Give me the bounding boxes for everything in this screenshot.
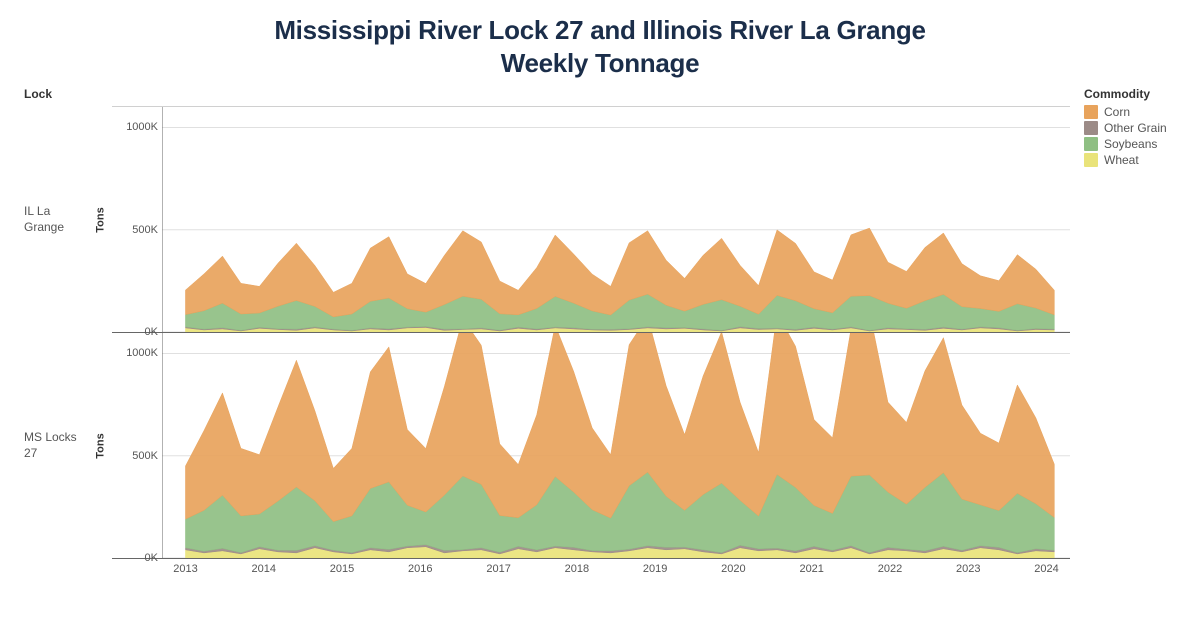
legend-title: Commodity xyxy=(1084,87,1180,101)
legend-swatch xyxy=(1084,153,1098,167)
xtick-label: 2022 xyxy=(878,563,902,575)
yaxis-title-1: Tons xyxy=(90,333,112,559)
title-line-1: Mississippi River Lock 27 and Illinois R… xyxy=(274,15,925,45)
legend-item-soybeans[interactable]: Soybeans xyxy=(1084,137,1180,151)
xtick-label: 2017 xyxy=(486,563,510,575)
xaxis: 2013 2014 2015 2016 2017 2018 2019 2020 2021 2022… xyxy=(162,559,1070,585)
row-header: Lock xyxy=(20,87,90,107)
yaxis-ticks-1: 0K500K1000K xyxy=(112,333,158,558)
yaxis-ticks-0: 0K500K1000K xyxy=(112,107,158,332)
legend-swatch xyxy=(1084,137,1098,151)
legend-item-other-grain[interactable]: Other Grain xyxy=(1084,121,1180,135)
xtick-label: 2015 xyxy=(330,563,354,575)
legend-label: Wheat xyxy=(1104,153,1139,167)
xtick-label: 2023 xyxy=(956,563,980,575)
legend-swatch xyxy=(1084,121,1098,135)
xtick-label: 2016 xyxy=(408,563,432,575)
title-line-2: Weekly Tonnage xyxy=(501,48,700,78)
yaxis-title-col: Tons Tons xyxy=(90,87,112,585)
chart-container: Mississippi River Lock 27 and Illinois R… xyxy=(0,0,1200,627)
plot-column: 0K500K1000K 0K500K1000K 2013201420152016… xyxy=(112,87,1070,585)
panel-il-la-grange: 0K500K1000K xyxy=(112,107,1070,333)
xtick-label: 2014 xyxy=(252,563,276,575)
chart-title: Mississippi River Lock 27 and Illinois R… xyxy=(20,14,1180,79)
legend-label: Other Grain xyxy=(1104,121,1167,135)
legend: Commodity Corn Other Grain Soybeans Wheat xyxy=(1070,87,1180,585)
ytick-label: 1000K xyxy=(112,347,158,359)
ytick-label: 0K xyxy=(112,552,158,564)
panel-ms-locks-27: 0K500K1000K xyxy=(112,333,1070,559)
legend-item-corn[interactable]: Corn xyxy=(1084,105,1180,119)
ytick-label: 1000K xyxy=(112,121,158,133)
legend-swatch xyxy=(1084,105,1098,119)
xtick-label: 2020 xyxy=(721,563,745,575)
legend-label: Corn xyxy=(1104,105,1130,119)
legend-label: Soybeans xyxy=(1104,137,1157,151)
row-labels-col: Lock IL LaGrange MS Locks27 xyxy=(20,87,90,585)
xtick-label: 2018 xyxy=(565,563,589,575)
ytick-label: 500K xyxy=(112,450,158,462)
xtick-label: 2021 xyxy=(799,563,823,575)
legend-item-wheat[interactable]: Wheat xyxy=(1084,153,1180,167)
panel-label-0: IL LaGrange xyxy=(20,107,90,333)
yaxis-title-0: Tons xyxy=(90,107,112,333)
panel-label-1: MS Locks27 xyxy=(20,333,90,559)
xtick-label: 2019 xyxy=(643,563,667,575)
chart-area: Lock IL LaGrange MS Locks27 Tons Tons 0K… xyxy=(20,87,1180,585)
ytick-label: 500K xyxy=(112,224,158,236)
xtick-label: 2013 xyxy=(173,563,197,575)
xtick-label: 2024 xyxy=(1034,563,1058,575)
